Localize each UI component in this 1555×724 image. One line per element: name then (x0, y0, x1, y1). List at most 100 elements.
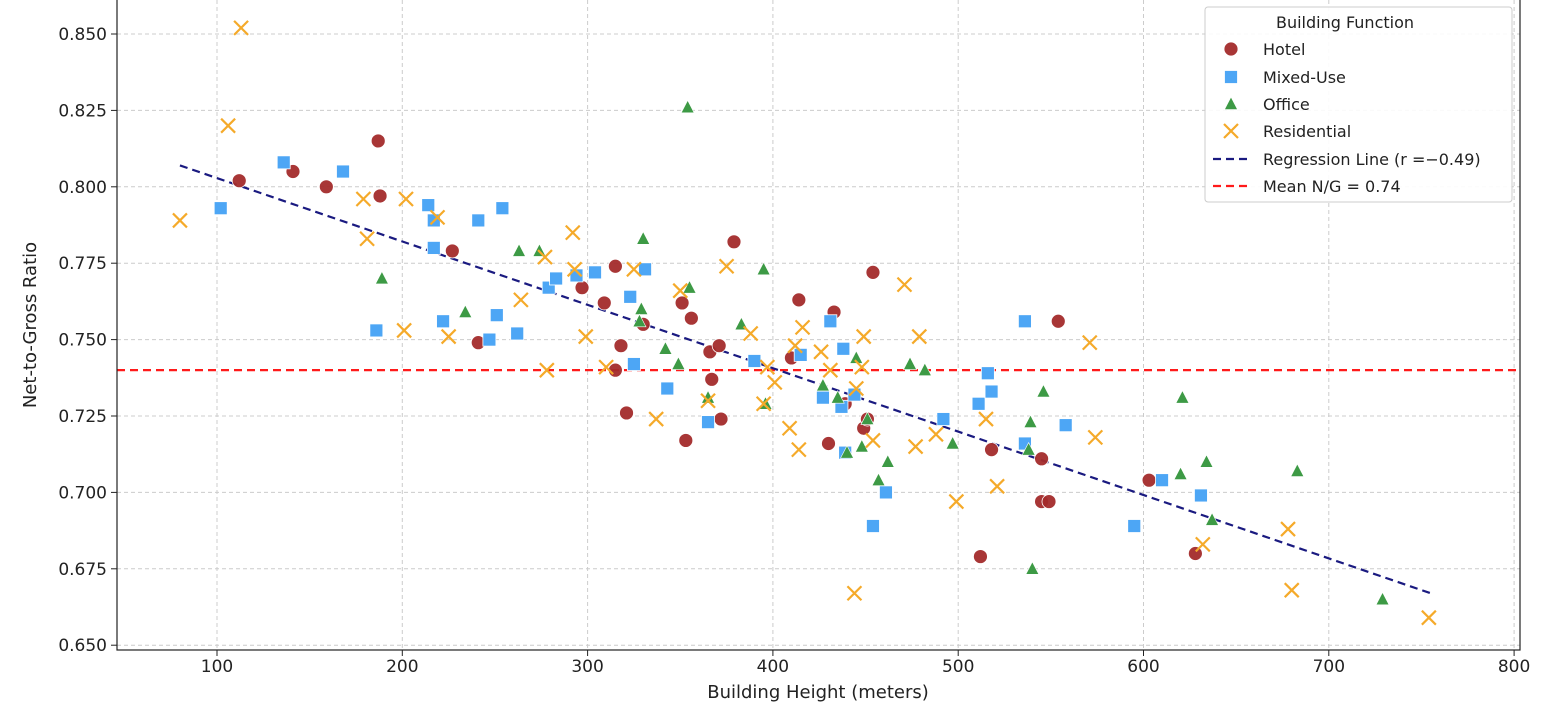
point-residential (755, 395, 772, 412)
point-mixed-use (495, 201, 510, 216)
y-tick-label: 0.825 (58, 101, 107, 121)
grid (117, 0, 1520, 650)
series-residential (172, 20, 1437, 626)
x-mark-stroke (813, 344, 829, 360)
point-residential (822, 362, 839, 378)
point-residential (848, 380, 865, 397)
point-residential (896, 276, 913, 293)
point-office (854, 438, 869, 453)
point-residential (813, 344, 829, 360)
point-hotel (973, 549, 988, 564)
point-hotel (372, 188, 388, 204)
legend-label: Mixed-Use (1263, 68, 1346, 87)
point-residential (233, 20, 249, 36)
point-hotel (726, 234, 742, 250)
point-mixed-use (1194, 488, 1208, 503)
x-mark-stroke (1087, 429, 1104, 446)
x-tick-label: 800 (1498, 657, 1530, 677)
legend-label: Hotel (1263, 40, 1305, 59)
series-mixed-use (213, 155, 1208, 533)
point-residential (1280, 521, 1296, 537)
legend-marker-mixed-use (1224, 70, 1238, 84)
point-office (849, 350, 864, 364)
point-office (671, 356, 686, 370)
legend-title: Building Function (1276, 13, 1414, 32)
point-residential (781, 420, 798, 437)
x-mark-stroke (577, 328, 594, 345)
point-hotel (596, 295, 612, 311)
series-office (374, 99, 1390, 606)
point-mixed-use (701, 415, 715, 430)
x-mark-stroke (648, 411, 664, 427)
point-residential (855, 328, 872, 345)
point-office (1036, 383, 1051, 398)
axis-ticks: 100 200 300 400 500 600 700 800 0.650 0.675 0.700 0… (58, 25, 1530, 677)
point-residential (648, 411, 664, 427)
point-hotel (821, 436, 836, 451)
point-residential (539, 362, 555, 378)
point-mixed-use (660, 381, 675, 396)
point-office (830, 390, 845, 404)
point-residential (672, 282, 689, 299)
point-office (632, 313, 647, 328)
point-mixed-use (1155, 473, 1169, 488)
point-office (636, 231, 651, 245)
point-hotel (1141, 472, 1157, 488)
x-mark-stroke (848, 380, 865, 397)
legend-marker-residential (1223, 123, 1239, 139)
x-mark-stroke (429, 209, 446, 226)
point-residential (440, 328, 457, 345)
point-residential (787, 337, 803, 354)
point-office (945, 435, 960, 450)
point-office (756, 261, 771, 276)
point-residential (1195, 536, 1211, 553)
x-tick-label: 200 (386, 657, 418, 677)
x-tick-label: 300 (571, 657, 603, 677)
point-residential (398, 191, 414, 207)
point-mixed-use (213, 201, 228, 216)
point-hotel (231, 173, 247, 189)
legend-marker-hotel (1223, 41, 1239, 57)
x-mark-stroke (855, 328, 872, 345)
point-residential (865, 432, 881, 449)
point-residential (537, 249, 553, 265)
x-mark-stroke (794, 319, 811, 336)
x-mark-stroke (787, 337, 803, 354)
y-tick-label: 0.675 (58, 560, 107, 580)
point-residential (948, 493, 965, 510)
point-hotel (1041, 494, 1057, 509)
point-office (1025, 561, 1040, 575)
point-mixed-use (793, 347, 808, 362)
point-mixed-use (421, 198, 436, 213)
x-tick-label: 700 (1313, 657, 1345, 677)
point-mixed-use (471, 213, 486, 228)
point-residential (794, 319, 811, 336)
x-mark-stroke (759, 359, 776, 375)
point-residential (1087, 429, 1104, 446)
x-mark-stroke (791, 441, 807, 458)
x-mark-stroke (781, 420, 798, 437)
point-office (658, 341, 673, 355)
point-residential (564, 224, 581, 241)
point-residential (220, 117, 236, 134)
point-mixed-use (627, 357, 641, 371)
point-hotel (318, 179, 334, 195)
reference-lines (117, 164, 1520, 595)
point-office (871, 472, 886, 486)
point-office (634, 301, 649, 315)
point-residential (355, 191, 372, 207)
y-tick-label: 0.850 (58, 25, 107, 45)
point-office (1021, 441, 1036, 456)
x-mark-stroke (1421, 609, 1437, 626)
x-mark-stroke (907, 438, 924, 455)
point-residential (1283, 582, 1300, 598)
legend-label: Regression Line (r =−0.49) (1263, 150, 1481, 169)
point-hotel (704, 371, 720, 387)
point-mixed-use (588, 265, 602, 280)
x-mark-stroke (564, 224, 581, 241)
x-tick-label: 100 (201, 657, 233, 677)
point-residential (429, 209, 446, 226)
x-mark-stroke (539, 362, 555, 378)
x-mark-stroke (355, 191, 372, 207)
point-residential (513, 292, 529, 308)
